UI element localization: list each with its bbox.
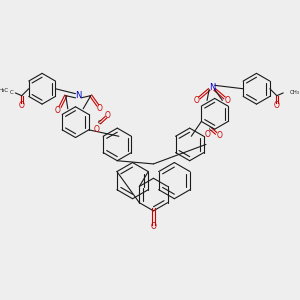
Text: CH₃: CH₃ bbox=[290, 90, 300, 95]
Text: O: O bbox=[217, 131, 223, 140]
Text: O: O bbox=[97, 104, 103, 113]
Text: O: O bbox=[93, 125, 99, 134]
Text: C: C bbox=[10, 90, 14, 95]
Text: O: O bbox=[55, 106, 61, 115]
Text: O: O bbox=[104, 112, 110, 121]
Text: O: O bbox=[19, 101, 25, 110]
Text: C: C bbox=[209, 127, 213, 132]
Text: H₃C: H₃C bbox=[0, 88, 8, 93]
Text: O: O bbox=[151, 222, 156, 231]
Text: O: O bbox=[274, 101, 280, 110]
Text: O: O bbox=[224, 96, 230, 105]
Text: O: O bbox=[205, 130, 211, 139]
Text: C: C bbox=[98, 120, 102, 125]
Text: O: O bbox=[194, 96, 200, 105]
Text: N: N bbox=[75, 91, 82, 100]
Text: N: N bbox=[209, 83, 215, 92]
